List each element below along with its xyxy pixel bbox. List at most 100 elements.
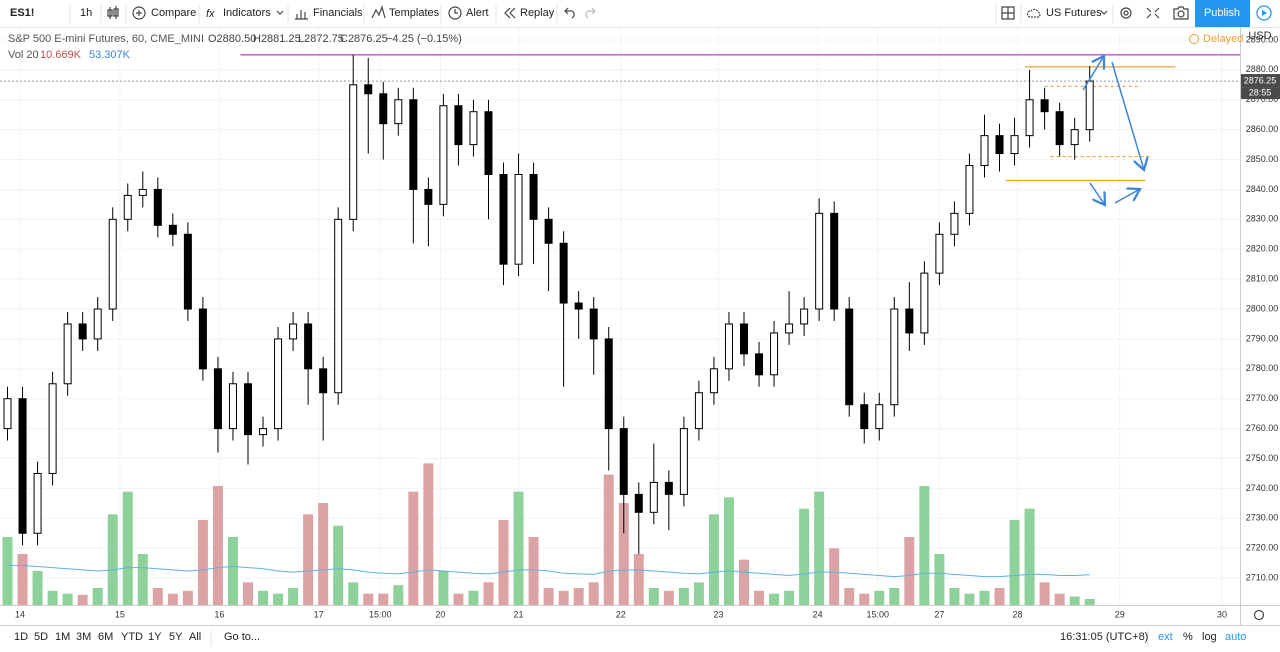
volume-bar xyxy=(859,593,870,605)
volume-bar xyxy=(363,593,374,605)
publish[interactable]: Publish xyxy=(1204,7,1240,19)
volume-bar xyxy=(919,486,930,605)
fullscreen-icon[interactable] xyxy=(1146,7,1160,19)
settings-icon[interactable] xyxy=(1120,7,1132,19)
volume-bar xyxy=(32,571,43,605)
range-button[interactable]: 1M xyxy=(55,631,70,643)
candle-body xyxy=(93,308,102,340)
undo[interactable] xyxy=(564,7,575,19)
candle-body xyxy=(619,428,628,495)
publish-button[interactable] xyxy=(1195,0,1250,27)
volume-bar xyxy=(648,588,659,605)
replay-play[interactable] xyxy=(1256,5,1272,21)
range-button[interactable]: YTD xyxy=(121,631,143,643)
clock: 16:31:05 (UTC+8) xyxy=(1060,631,1148,643)
y-tick-label: 2890.00 xyxy=(1246,34,1279,44)
volume-bar xyxy=(122,491,133,605)
candle-body xyxy=(63,323,72,385)
legend-open: O2880.50 xyxy=(208,33,256,45)
alert[interactable]: Alert xyxy=(466,7,489,19)
indicators-icon[interactable]: fx xyxy=(206,8,215,20)
indicators[interactable]: Indicators xyxy=(223,7,271,19)
replay-icon[interactable] xyxy=(504,7,516,19)
volume-ma-value: 53.307K xyxy=(89,49,131,61)
range-button[interactable]: 5D xyxy=(34,631,48,643)
compare[interactable]: Compare xyxy=(151,7,196,19)
volume-ma-line xyxy=(7,564,1090,578)
volume-bar xyxy=(1039,582,1050,605)
volume-bar xyxy=(904,537,915,605)
candle-body xyxy=(740,323,748,355)
volume-bar xyxy=(573,588,584,605)
range-button[interactable]: 5Y xyxy=(169,631,183,643)
last-price-box xyxy=(1241,74,1280,88)
candle-body xyxy=(1055,111,1064,146)
range-button[interactable]: 1D xyxy=(14,631,28,643)
exchange[interactable]: US Futures xyxy=(1046,7,1102,19)
candle-body xyxy=(364,84,373,95)
percent-toggle[interactable]: % xyxy=(1183,631,1193,643)
volume-bar xyxy=(708,514,719,605)
candle-body xyxy=(785,323,794,334)
volume-bar xyxy=(739,559,749,605)
candle-body xyxy=(454,105,463,146)
candle-body xyxy=(78,323,87,340)
x-tick-label: 23 xyxy=(713,609,723,619)
auto-toggle[interactable]: auto xyxy=(1225,631,1246,643)
ext-toggle[interactable]: ext xyxy=(1158,631,1173,643)
redo[interactable] xyxy=(585,7,596,19)
volume-bar xyxy=(212,486,223,605)
candle-body xyxy=(875,404,884,430)
cloud-icon[interactable] xyxy=(1026,8,1041,18)
interval[interactable]: 1h xyxy=(80,7,92,19)
replay[interactable]: Replay xyxy=(520,7,555,19)
x-tick-label: 15 xyxy=(115,609,125,619)
volume-bar xyxy=(693,582,704,605)
volume-bar xyxy=(603,474,614,605)
volume-bar xyxy=(1009,520,1020,605)
chart-type-icon[interactable] xyxy=(107,6,119,19)
candle-body xyxy=(274,338,283,430)
candle-body xyxy=(770,332,779,376)
snapshot-icon[interactable] xyxy=(1173,6,1189,20)
volume-bar xyxy=(453,593,464,605)
candle-body xyxy=(379,93,388,125)
range-button[interactable]: 1Y xyxy=(148,631,162,643)
volume-bar xyxy=(799,508,810,605)
axes: 2710.00 2720.00 2730.00 2740.00 2750.00 2760.… xyxy=(15,34,1280,619)
layout-icon[interactable] xyxy=(1001,6,1015,20)
templates-icon[interactable] xyxy=(371,5,386,19)
volume-bar xyxy=(378,593,389,605)
financials[interactable]: Financials xyxy=(313,7,363,19)
axis-settings[interactable] xyxy=(1253,609,1265,621)
candle-body xyxy=(153,188,162,226)
range-button[interactable]: All xyxy=(189,631,201,643)
volume-bar xyxy=(243,582,253,605)
volume-bar xyxy=(408,491,419,605)
footer: Go to... 16:31:05 (UTC+8) ext % log auto… xyxy=(14,609,1265,646)
volume-bar xyxy=(77,594,88,605)
log-toggle[interactable]: log xyxy=(1202,631,1217,643)
candle-body xyxy=(1010,135,1019,155)
symbol[interactable]: ES1! xyxy=(10,7,34,19)
arrow-down xyxy=(1111,61,1144,170)
go-to[interactable]: Go to... xyxy=(224,631,260,643)
volume-bar xyxy=(964,593,975,605)
candle-body xyxy=(244,383,252,436)
financials-icon[interactable] xyxy=(295,10,308,20)
candle-body xyxy=(755,353,764,376)
alert-icon[interactable] xyxy=(448,6,462,20)
volume-bar xyxy=(1084,598,1095,605)
candle-body xyxy=(304,323,313,370)
volume-bar xyxy=(784,590,795,605)
candle-body xyxy=(213,368,222,430)
compare-icon[interactable] xyxy=(132,6,146,20)
range-button[interactable]: 6M xyxy=(98,631,113,643)
candle-body xyxy=(33,472,42,534)
plot-area xyxy=(0,54,1240,605)
templates[interactable]: Templates xyxy=(389,7,440,19)
range-button[interactable]: 3M xyxy=(76,631,91,643)
x-tick-label: 15:00 xyxy=(369,609,392,619)
y-tick-label: 2870.00 xyxy=(1246,94,1279,104)
volume-bar xyxy=(498,520,509,605)
